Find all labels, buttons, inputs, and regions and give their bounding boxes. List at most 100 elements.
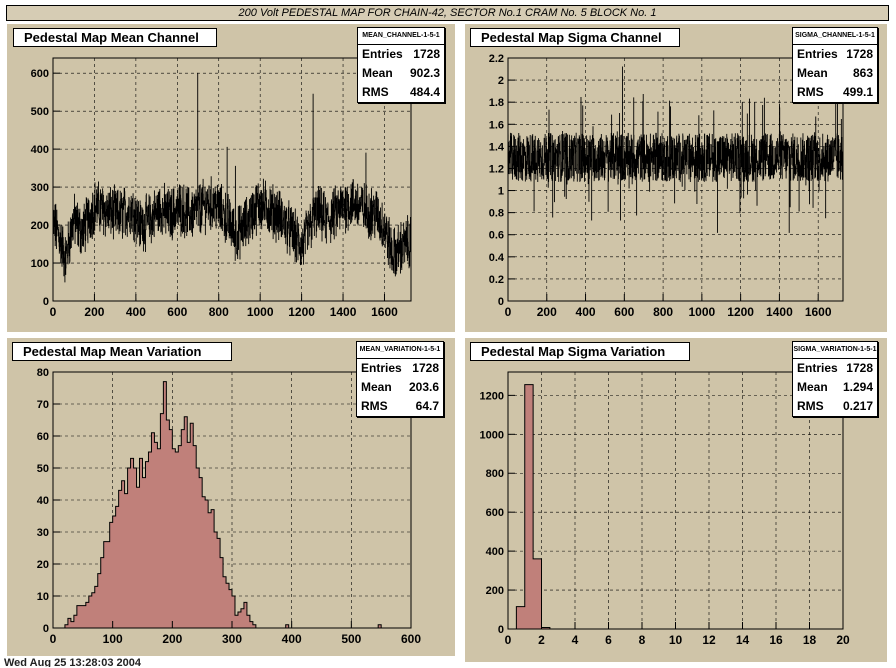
x-tick-label: 0 bbox=[505, 633, 512, 647]
stats-row-mean: Mean 863 bbox=[793, 64, 877, 83]
stats-row-rms: RMS 0.217 bbox=[793, 397, 877, 416]
x-tick-label: 0 bbox=[50, 632, 57, 646]
y-tick-label: 0 bbox=[498, 296, 504, 308]
y-tick-label: 600 bbox=[31, 68, 49, 80]
stats-label: RMS bbox=[797, 85, 824, 99]
x-tick-label: 20 bbox=[836, 633, 850, 647]
x-tick-label: 200 bbox=[162, 632, 182, 646]
stats-value: 1.294 bbox=[842, 380, 873, 394]
stats-row-mean: Mean 203.6 bbox=[357, 378, 443, 397]
x-tick-label: 8 bbox=[639, 633, 646, 647]
stats-label: Entries bbox=[361, 361, 402, 375]
x-tick-label: 300 bbox=[222, 632, 242, 646]
stats-value: 64.7 bbox=[415, 399, 439, 413]
canvas-title: 200 Volt PEDESTAL MAP FOR CHAIN-42, SECT… bbox=[6, 5, 889, 21]
y-tick-label: 1200 bbox=[480, 390, 504, 402]
y-tick-label: 600 bbox=[486, 507, 504, 519]
stats-label: Mean bbox=[362, 66, 393, 80]
stats-value: 1728 bbox=[846, 47, 873, 61]
stats-label: RMS bbox=[362, 85, 389, 99]
y-tick-label: 1.8 bbox=[489, 97, 504, 109]
x-tick-label: 10 bbox=[669, 633, 683, 647]
pad-sigma-variation: 0 2 4 6 8 10 12 14 16 18 20 0 200 400 600 800 1000 1200 P… bbox=[465, 338, 887, 662]
stats-row-rms: RMS 484.4 bbox=[358, 83, 444, 102]
y-tick-label: 0 bbox=[43, 623, 49, 635]
y-tick-label: 100 bbox=[31, 258, 49, 270]
x-tick-label: 1200 bbox=[727, 305, 754, 319]
x-tick-label: 400 bbox=[126, 305, 146, 319]
y-tick-label: 1.2 bbox=[489, 163, 504, 175]
footer-date: Wed Aug 25 13:28:03 2004 bbox=[4, 657, 141, 667]
pad-title-sigma-channel: Pedestal Map Sigma Channel bbox=[470, 28, 680, 47]
x-tick-label: 100 bbox=[103, 632, 123, 646]
y-tick-label: 200 bbox=[31, 220, 49, 232]
stats-label: Mean bbox=[797, 380, 828, 394]
x-tick-label: 1400 bbox=[330, 305, 357, 319]
stats-name: SIGMA_VARIATION-1-5-1 bbox=[793, 342, 877, 359]
stats-row-entries: Entries 1728 bbox=[793, 359, 877, 378]
stats-label: Entries bbox=[797, 47, 838, 61]
pad-sigma-channel: 0 200 400 600 800 1000 1200 1400 1600 0 0.2 0.4 0.6 0… bbox=[465, 24, 887, 332]
y-tick-label: 80 bbox=[37, 367, 49, 379]
x-tick-label: 16 bbox=[769, 633, 783, 647]
stats-label: Mean bbox=[361, 380, 392, 394]
y-tick-label: 20 bbox=[37, 559, 49, 571]
stats-value: 1728 bbox=[413, 47, 440, 61]
y-tick-label: 0.8 bbox=[489, 208, 504, 220]
y-tick-label: 40 bbox=[37, 495, 49, 507]
series-line bbox=[507, 66, 844, 233]
x-tick-label: 12 bbox=[702, 633, 716, 647]
pad-title-mean-channel: Pedestal Map Mean Channel bbox=[13, 28, 217, 47]
stats-value: 499.1 bbox=[842, 85, 873, 99]
x-tick-label: 400 bbox=[576, 305, 596, 319]
x-tick-label: 600 bbox=[401, 632, 421, 646]
stats-row-rms: RMS 64.7 bbox=[357, 397, 443, 416]
stats-name: SIGMA_CHANNEL-1-5-1 bbox=[793, 28, 877, 45]
x-tick-label: 1000 bbox=[689, 305, 716, 319]
y-tick-label: 500 bbox=[31, 106, 49, 118]
x-tick-label: 1000 bbox=[247, 305, 274, 319]
x-tick-label: 2 bbox=[538, 633, 545, 647]
stats-value: 1728 bbox=[412, 361, 439, 375]
x-tick-label: 800 bbox=[653, 305, 673, 319]
y-tick-label: 300 bbox=[31, 182, 49, 194]
y-tick-label: 2 bbox=[498, 75, 504, 87]
y-tick-label: 1.6 bbox=[489, 119, 504, 131]
chart-mean-variation: 0 100 200 300 400 500 600 0 10 20 30 40 50 60 70 80 bbox=[37, 367, 422, 646]
stats-value: 863 bbox=[852, 66, 873, 80]
y-tick-label: 0 bbox=[43, 296, 49, 308]
pad-mean-variation: 0 100 200 300 400 500 600 0 10 20 30 40 50 60 70 80 Ped… bbox=[7, 338, 455, 656]
stats-box-mean-channel: MEAN_CHANNEL-1-5-1 Entries 1728 Mean 902.3… bbox=[357, 27, 445, 103]
y-tick-label: 400 bbox=[31, 144, 49, 156]
chart-mean-channel: 0 200 400 600 800 1000 1200 1400 1600 0 100 200 300 4… bbox=[31, 57, 412, 319]
stats-row-entries: Entries 1728 bbox=[357, 359, 443, 378]
stats-row-entries: Entries 1728 bbox=[793, 45, 877, 64]
stats-value: 484.4 bbox=[409, 85, 440, 99]
stats-box-mean-variation: MEAN_VARIATION-1-5-1 Entries 1728 Mean 203… bbox=[356, 341, 444, 417]
y-tick-label: 200 bbox=[486, 585, 504, 597]
stats-value: 902.3 bbox=[409, 66, 440, 80]
stats-row-mean: Mean 1.294 bbox=[793, 378, 877, 397]
y-tick-label: 30 bbox=[37, 527, 49, 539]
stats-name: MEAN_CHANNEL-1-5-1 bbox=[358, 28, 444, 45]
x-tick-label: 1600 bbox=[805, 305, 832, 319]
y-tick-label: 1000 bbox=[480, 429, 504, 441]
x-tick-label: 4 bbox=[572, 633, 579, 647]
stats-value: 1728 bbox=[846, 361, 873, 375]
x-tick-label: 1200 bbox=[288, 305, 315, 319]
y-tick-label: 0.2 bbox=[489, 274, 504, 286]
x-tick-label: 600 bbox=[167, 305, 187, 319]
x-tick-label: 6 bbox=[605, 633, 612, 647]
x-tick-label: 0 bbox=[505, 305, 512, 319]
stats-row-mean: Mean 902.3 bbox=[358, 64, 444, 83]
x-tick-label: 1600 bbox=[371, 305, 398, 319]
stats-box-sigma-channel: SIGMA_CHANNEL-1-5-1 Entries 1728 Mean 863 … bbox=[792, 27, 878, 103]
stats-row-rms: RMS 499.1 bbox=[793, 83, 877, 102]
y-tick-label: 1 bbox=[498, 186, 504, 198]
stats-label: Mean bbox=[797, 66, 828, 80]
stats-label: RMS bbox=[361, 399, 388, 413]
stats-box-sigma-variation: SIGMA_VARIATION-1-5-1 Entries 1728 Mean 1.… bbox=[792, 341, 878, 417]
y-tick-label: 0 bbox=[498, 624, 504, 636]
y-tick-label: 0.4 bbox=[489, 252, 505, 264]
x-tick-label: 800 bbox=[209, 305, 229, 319]
